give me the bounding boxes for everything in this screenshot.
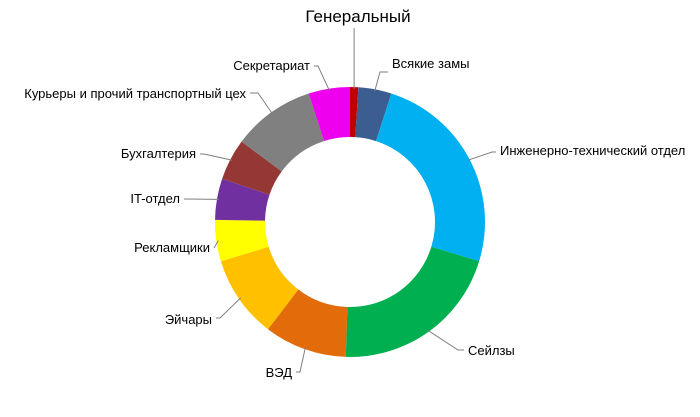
slice-10 — [241, 93, 324, 172]
slice-label-4: Сейлзы — [468, 343, 515, 358]
slice-4 — [345, 246, 480, 357]
leader-line-10 — [250, 92, 273, 115]
leader-line-5 — [296, 347, 306, 373]
leader-line-7 — [213, 240, 219, 249]
leader-line-6 — [216, 297, 242, 319]
slice-9 — [222, 141, 282, 195]
slice-label-2: Всякие замы — [392, 56, 469, 71]
slice-5 — [267, 289, 348, 357]
chart-leader-lines — [184, 28, 496, 373]
slice-label-3: Инженерно-технический отдел — [500, 143, 685, 158]
slice-label-5: ВЭД — [266, 365, 293, 380]
slice-label-7: Рекламщики — [134, 240, 210, 255]
slice-label-10: Курьеры и прочий транспортный цех — [24, 86, 246, 101]
slice-1 — [350, 87, 359, 138]
leader-line-11 — [314, 65, 330, 91]
slice-11 — [308, 87, 350, 142]
slice-label-1: Генеральный — [305, 7, 410, 26]
slice-label-11: Секретариат — [233, 58, 310, 73]
slice-7 — [215, 219, 269, 262]
slice-label-8: IT-отдел — [130, 191, 180, 206]
chart-labels: Генеральный Всякие замы Инженерно-техничес… — [24, 7, 685, 380]
chart-slices — [215, 87, 485, 357]
slice-3 — [376, 93, 485, 262]
leader-line-3 — [467, 151, 496, 161]
leader-line-2 — [374, 71, 388, 92]
slice-label-6: Эйчары — [165, 312, 212, 327]
leader-line-9 — [200, 153, 233, 161]
slice-8 — [215, 178, 270, 221]
slice-6 — [220, 246, 299, 330]
slice-2 — [355, 87, 392, 142]
slice-label-9: Бухгалтерия — [121, 146, 196, 161]
leader-line-4 — [427, 329, 464, 351]
